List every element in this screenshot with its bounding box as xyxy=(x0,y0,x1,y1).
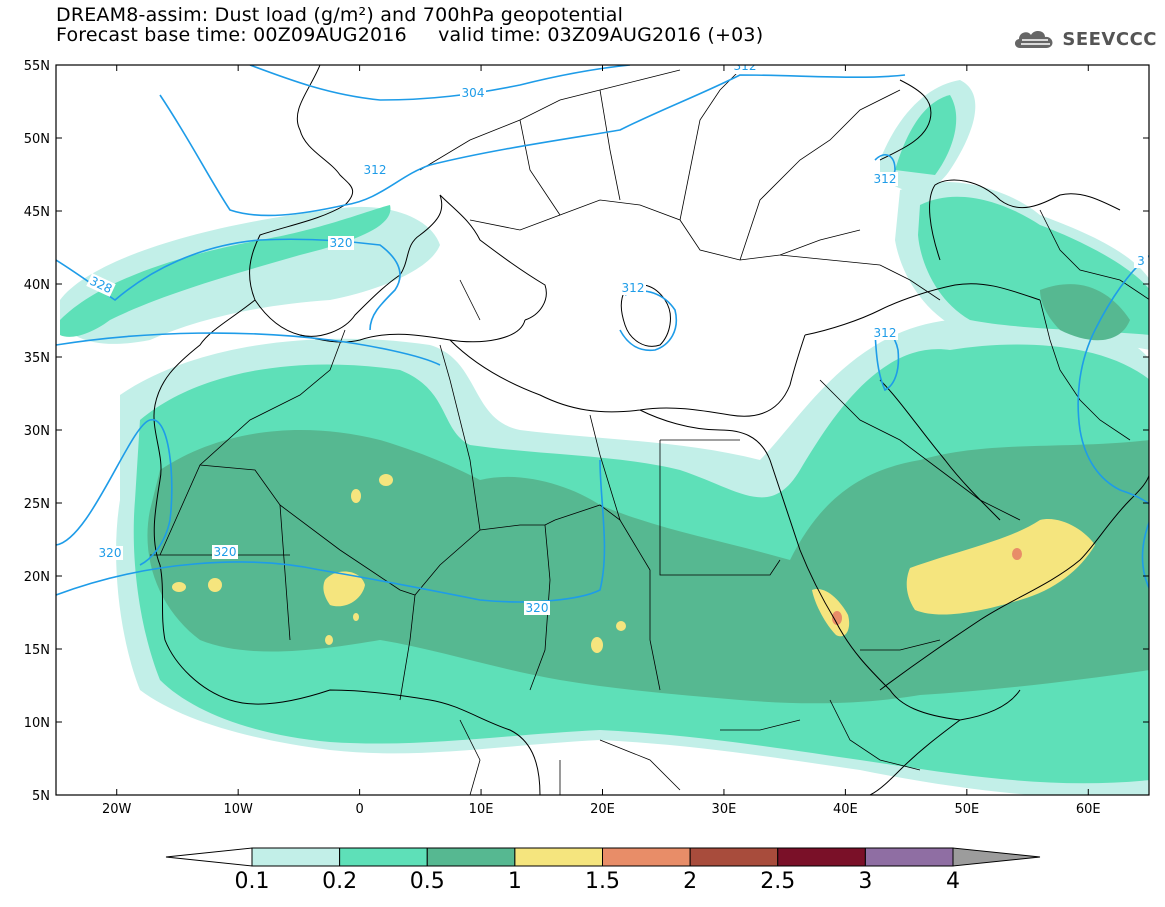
colorbar-over-arrow xyxy=(952,847,1041,867)
contour-label: 320 xyxy=(97,546,123,560)
contour-label: 312 xyxy=(362,163,388,177)
colorbar-label: 3 xyxy=(858,869,872,894)
lat-tick-label: 5N xyxy=(32,789,50,804)
contour-label: 320 xyxy=(328,236,354,250)
colorbar-label: 2.5 xyxy=(760,869,795,894)
map-area: 304 312 312 320 328 312 312 312 320 320 … xyxy=(56,59,1149,795)
lat-tick-label: 50N xyxy=(24,132,50,147)
svg-text:312: 312 xyxy=(734,59,757,73)
lon-tick-label: 20E xyxy=(590,802,615,817)
lat-tick-label: 35N xyxy=(24,351,50,366)
latitude-axis: 5N 10N 15N 20N 25N 30N 35N 40N 45N 50N 55N xyxy=(24,59,1149,804)
map-title: DREAM8-assim: Dust load (g/m²) and 700hP… xyxy=(56,4,624,26)
lon-tick-label: 50E xyxy=(954,802,979,817)
colorbar-label: 0.2 xyxy=(322,869,357,894)
colorbar-label: 0.1 xyxy=(235,869,270,894)
dust-shade-1-5 xyxy=(832,548,1022,625)
svg-text:320: 320 xyxy=(330,236,353,250)
colorbar-label: 4 xyxy=(946,869,960,894)
lat-tick-label: 15N xyxy=(24,643,50,658)
lat-tick-label: 20N xyxy=(24,570,50,585)
colorbar: 0.1 0.2 0.5 1 1.5 2 2.5 3 4 xyxy=(165,847,1041,894)
lon-tick-label: 20W xyxy=(102,802,132,817)
colorbar-under-arrow xyxy=(165,847,253,867)
svg-text:312: 312 xyxy=(622,281,645,295)
colorbar-label: 1.5 xyxy=(585,869,620,894)
colorbar-swatch xyxy=(339,847,428,867)
coastlines xyxy=(153,65,1149,795)
brand-logo: SEEVCCC xyxy=(1012,26,1157,52)
contour-label: 3 xyxy=(1134,254,1148,268)
contour-label: 312 xyxy=(620,281,646,295)
contour-label: 312 xyxy=(732,59,758,74)
lat-tick-label: 40N xyxy=(24,278,50,293)
lat-tick-label: 30N xyxy=(24,424,50,439)
colorbar-swatch xyxy=(689,847,779,867)
colorbar-swatch xyxy=(426,847,516,867)
colorbar-swatch xyxy=(864,847,954,867)
lon-tick-label: 0 xyxy=(355,802,363,817)
svg-text:320: 320 xyxy=(214,545,237,559)
map-subtitle: Forecast base time: 00Z09AUG2016 valid t… xyxy=(56,24,764,46)
contour-label: 312 xyxy=(872,172,898,186)
svg-text:312: 312 xyxy=(364,163,387,177)
svg-text:312: 312 xyxy=(874,172,897,186)
lon-tick-label: 10W xyxy=(223,802,253,817)
lon-tick-label: 10E xyxy=(469,802,494,817)
colorbar-swatch xyxy=(251,847,341,867)
svg-text:320: 320 xyxy=(526,601,549,615)
lat-tick-label: 55N xyxy=(24,59,50,74)
lat-tick-label: 45N xyxy=(24,205,50,220)
contour-label: 312 xyxy=(872,326,898,340)
svg-text:3: 3 xyxy=(1137,254,1145,268)
colorbar-label: 0.5 xyxy=(410,869,445,894)
colorbar-label: 1 xyxy=(508,869,522,894)
lat-tick-label: 25N xyxy=(24,497,50,512)
colorbar-swatch xyxy=(514,847,603,867)
contour-label: 320 xyxy=(524,601,550,615)
lon-tick-label: 60E xyxy=(1076,802,1101,817)
colorbar-label: 2 xyxy=(683,869,697,894)
contour-label: 304 xyxy=(460,86,486,100)
contour-label: 320 xyxy=(212,545,238,559)
lat-tick-label: 10N xyxy=(24,716,50,731)
lon-tick-label: 30E xyxy=(712,802,737,817)
colorbar-swatch xyxy=(602,847,691,867)
colorbar-swatch xyxy=(777,847,866,867)
svg-text:312: 312 xyxy=(874,326,897,340)
contour-labels: 304 312 312 320 328 312 312 312 320 320 … xyxy=(86,59,1148,615)
svg-text:304: 304 xyxy=(462,86,485,100)
cloud-icon xyxy=(1015,31,1053,48)
lon-tick-label: 40E xyxy=(833,802,858,817)
country-borders xyxy=(150,69,1149,795)
dust-shade-1 xyxy=(172,474,1095,653)
longitude-axis: 20W 10W 0 10E 20E 30E 40E 50E 60E xyxy=(102,65,1101,817)
svg-text:320: 320 xyxy=(99,546,122,560)
brand-name: SEEVCCC xyxy=(1062,28,1157,50)
